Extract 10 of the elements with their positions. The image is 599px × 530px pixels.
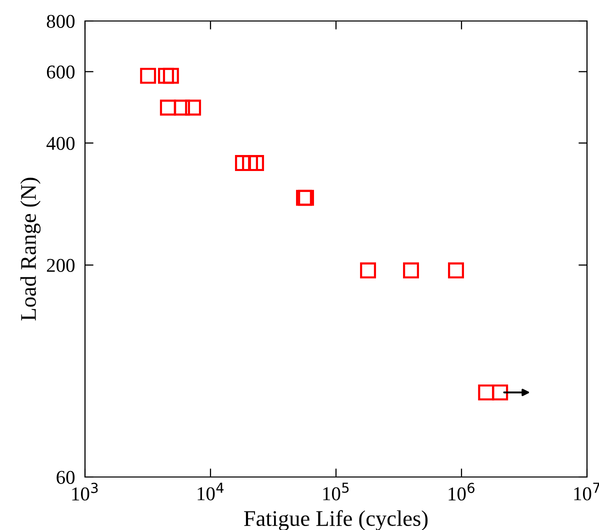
y-tick-label: 600 xyxy=(46,65,75,79)
y-tick-label: 400 xyxy=(46,136,75,150)
y-tick-label: 60 xyxy=(56,470,75,484)
x-tick-label: 10$^{3}$ xyxy=(72,482,98,501)
x-tick-label: 10$^{5}$ xyxy=(323,482,349,500)
y-axis-title: Load Range (N) xyxy=(20,178,41,321)
x-tick-label: 10$^{4}$ xyxy=(198,482,224,500)
y-tick-label: 800 xyxy=(46,14,75,28)
y-tick-label: 200 xyxy=(46,258,75,272)
x-tick-label: 10$^{6}$ xyxy=(448,482,474,501)
